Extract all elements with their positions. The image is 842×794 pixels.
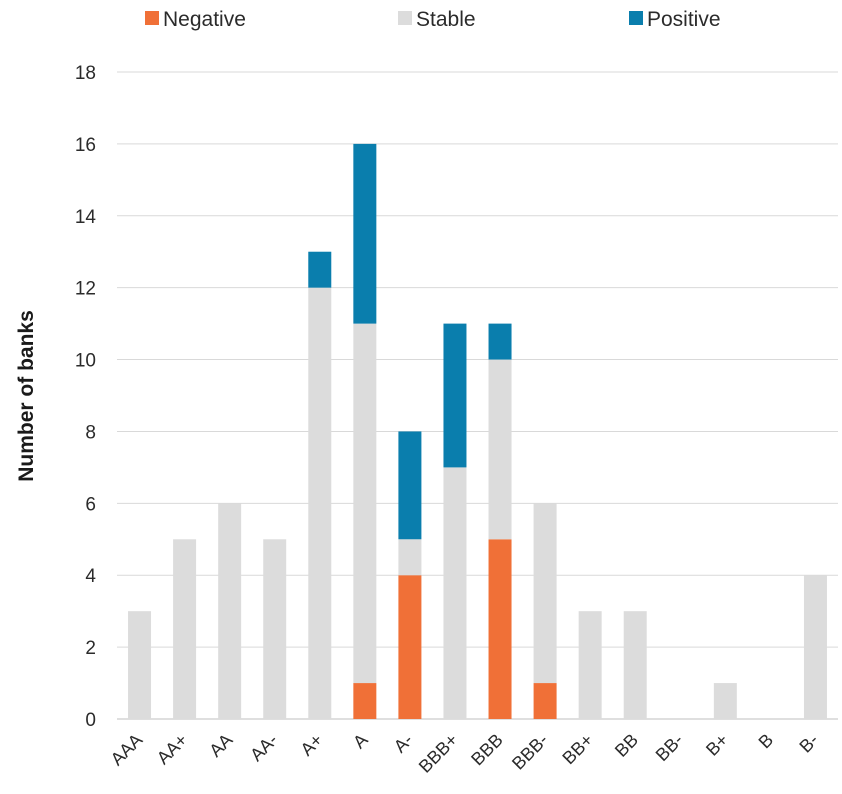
bar-stable-BB+ [578,611,602,719]
bar-stable-AA+ [173,539,197,719]
x-tick-label: BBB- [508,730,552,774]
x-tick-label: B+ [702,730,732,760]
legend-item-positive: Positive [629,8,721,31]
y-tick-label: 4 [85,566,96,587]
x-axis: AAA AA+ AA AA- A+ A A-BBB+ BBB BBB- BB+ BB BB- B+ B B- [107,730,823,777]
legend-swatch [629,11,643,25]
bar-positive-BBB+ [443,323,467,468]
bar-stable-B- [803,575,827,719]
x-tick-label: A- [390,730,417,757]
y-tick-label: 0 [85,710,96,731]
bars [128,143,827,719]
x-tick-label: AA+ [153,730,192,769]
bar-stable-BBB+ [443,467,467,719]
bar-positive-BBB [488,323,512,360]
bar-stable-BB [623,611,647,719]
bar-negative-BBB- [533,683,557,719]
y-tick-label: 6 [85,494,96,515]
bar-stable-BBB- [533,503,557,684]
legend-label: Negative [163,8,246,31]
legend-label: Stable [416,8,476,31]
bar-stable-AA [218,503,242,719]
y-tick-label: 16 [75,135,96,156]
x-tick-label: B- [795,730,822,757]
x-tick-label: A [349,730,372,753]
legend-item-negative: Negative [145,8,246,31]
y-tick-label: 8 [85,422,96,443]
y-tick-label: 14 [75,207,97,228]
bar-stable-AA- [263,539,287,719]
x-tick-label: BBB+ [415,730,462,777]
x-tick-label: BB- [652,730,687,765]
y-axis-title: Number of banks [15,310,38,482]
bar-negative-A [353,683,377,719]
legend-swatch [398,11,412,25]
legend-swatch [145,11,159,25]
legend-item-stable: Stable [398,8,476,31]
x-tick-label: AA- [246,730,281,765]
x-tick-label: AA [205,730,236,761]
x-tick-label: BB+ [558,730,597,769]
bar-stable-A+ [308,287,332,719]
x-tick-label: BBB [467,730,507,770]
x-tick-label: AAA [107,730,147,770]
bar-stable-A- [398,539,422,576]
bar-positive-A [353,143,377,324]
bar-stable-B+ [713,683,737,719]
y-tick-label: 10 [75,351,96,372]
y-tick-label: 18 [75,63,96,84]
bar-negative-A- [398,575,422,719]
bar-positive-A- [398,431,422,540]
legend: Negative Stable Positive [145,8,721,31]
y-axis: 0 2 4 6 8 10 12 14 16 18 [75,63,97,731]
y-tick-label: 2 [85,638,96,659]
x-tick-label: BB [611,730,642,761]
bar-negative-BBB [488,539,512,719]
x-tick-label: B [755,730,778,753]
x-tick-label: A+ [297,730,327,760]
bar-stable-AAA [128,611,152,719]
y-tick-label: 12 [75,279,96,300]
bar-stable-BBB [488,359,512,540]
legend-label: Positive [647,8,721,31]
bar-positive-A+ [308,251,332,288]
bar-stable-A [353,323,377,684]
